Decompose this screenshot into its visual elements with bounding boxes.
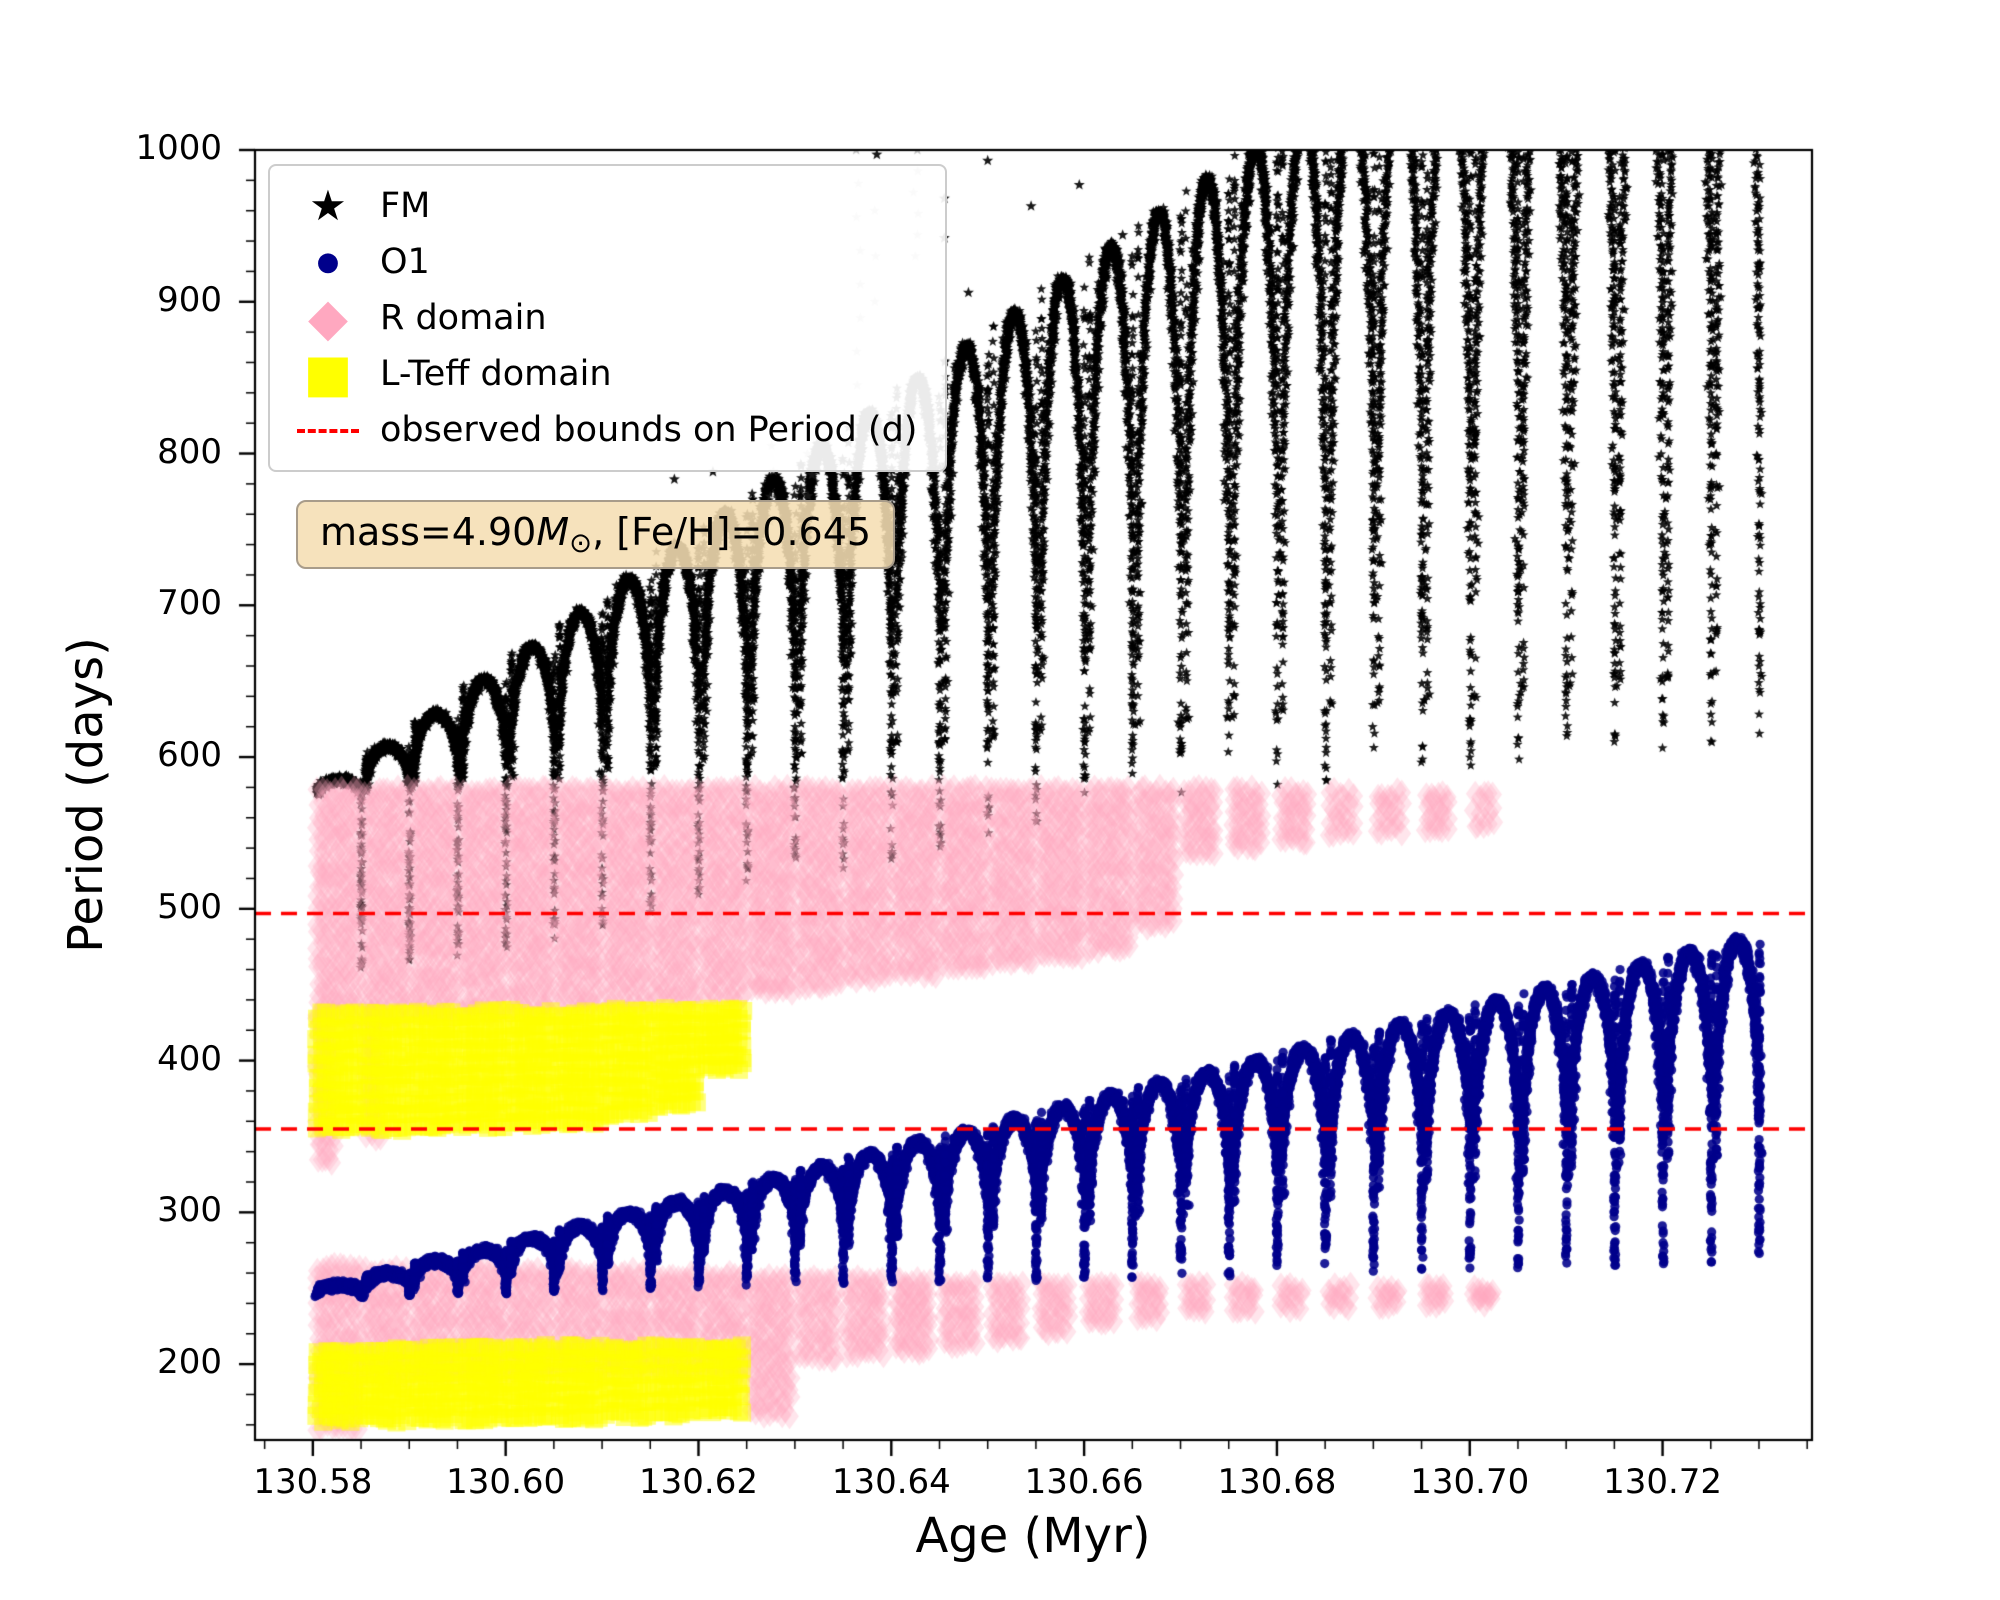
legend-label-r-domain: R domain — [380, 298, 547, 338]
legend-item-fm: ★ FM — [288, 178, 917, 234]
annotation-box: mass=4.90M⊙, [Fe/H]=0.645 — [296, 500, 896, 569]
y-tick-label: 500 — [157, 886, 222, 927]
diamond-icon: ◆ — [308, 288, 348, 348]
legend-item-observed-bounds: observed bounds on Period (d) — [288, 402, 917, 458]
y-tick-label: 700 — [157, 583, 222, 624]
sun-symbol-icon: ⊙ — [569, 527, 593, 559]
annotation-mass-value: mass=4.90 — [320, 510, 537, 554]
y-tick-label: 600 — [157, 735, 222, 776]
legend-label-fm: FM — [380, 186, 431, 226]
dashed-line-icon — [288, 422, 368, 438]
annotation-mass-symbol: M — [536, 510, 570, 554]
legend-item-o1: ● O1 — [288, 234, 917, 290]
y-tick-label: 800 — [157, 431, 222, 472]
y-tick-label: 300 — [157, 1190, 222, 1231]
square-icon: ■ — [303, 344, 353, 404]
y-axis-label: Period (days) — [58, 637, 114, 953]
y-tick-label: 200 — [157, 1342, 222, 1383]
x-axis-label: Age (Myr) — [915, 1508, 1151, 1564]
y-tick-label: 900 — [157, 279, 222, 320]
y-tick-label: 400 — [157, 1038, 222, 1079]
annotation-feh-value: , [Fe/H]=0.645 — [592, 510, 872, 554]
legend-label-o1: O1 — [380, 242, 430, 282]
y-tick-label: 1000 — [135, 128, 222, 168]
legend-item-lteff-domain: ■ L-Teff domain — [288, 346, 917, 402]
circle-icon: ● — [316, 247, 340, 277]
x-tick-label: 130.60 — [446, 1462, 566, 1502]
legend: ★ FM ● O1 ◆ R domain ■ L-Teff domain obs… — [268, 164, 948, 472]
x-tick-label: 130.70 — [1410, 1462, 1530, 1502]
x-tick-label: 130.66 — [1024, 1462, 1144, 1502]
legend-label-observed-bounds: observed bounds on Period (d) — [380, 410, 918, 450]
legend-item-r-domain: ◆ R domain — [288, 290, 917, 346]
x-tick-label: 130.62 — [638, 1462, 758, 1502]
x-tick-label: 130.64 — [831, 1462, 951, 1502]
legend-label-lteff-domain: L-Teff domain — [380, 354, 612, 394]
x-tick-label: 130.58 — [253, 1462, 373, 1502]
star-icon: ★ — [309, 181, 347, 230]
x-tick-label: 130.72 — [1603, 1462, 1723, 1502]
x-tick-label: 130.68 — [1217, 1462, 1337, 1502]
